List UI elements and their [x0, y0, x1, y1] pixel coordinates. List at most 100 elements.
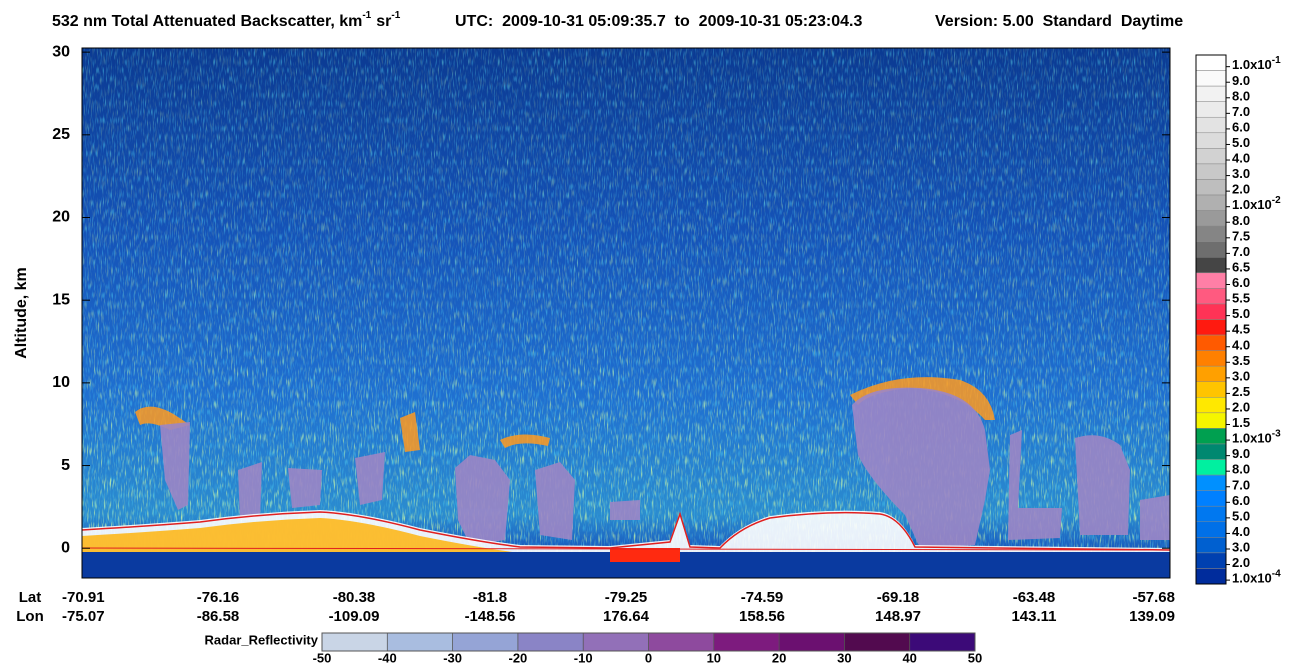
colorbar-label: 7.0 — [1232, 244, 1250, 259]
colorbar-label-text: 8.0 — [1232, 89, 1250, 104]
colorbar-label: 8.0 — [1232, 462, 1250, 477]
title-exponent: -1 — [391, 10, 400, 21]
colorbar-box — [1195, 241, 1227, 258]
colorbar-box — [1195, 179, 1227, 196]
x-tick-label: 148.97 — [875, 608, 921, 625]
title-text: 532 nm Total Attenuated Backscatter, km — [52, 13, 362, 30]
colorbar-label-text: 6.0 — [1232, 120, 1250, 135]
colorbar-label: 9.0 — [1232, 447, 1250, 462]
radar-colorbar-box — [648, 633, 714, 651]
x-tick-label: 143.11 — [1011, 608, 1056, 625]
colorbar-label: 5.5 — [1232, 291, 1250, 306]
colorbar-label-text: 4.0 — [1232, 151, 1250, 166]
colorbar-label-text: 1.5 — [1232, 415, 1250, 430]
colorbar-label-text: 5.0 — [1232, 509, 1250, 524]
radar-tick-label: 40 — [902, 650, 916, 665]
x-tick-label: -81.8 — [473, 589, 507, 606]
colorbar-box — [1195, 428, 1227, 445]
colorbar-box — [1195, 194, 1227, 211]
colorbar-box — [1195, 54, 1227, 71]
colorbar-box — [1195, 225, 1227, 242]
colorbar-label-text: 7.0 — [1232, 104, 1250, 119]
colorbar-label: 7.0 — [1232, 478, 1250, 493]
x-row-name: Lat — [19, 589, 42, 606]
colorbar-label: 9.0 — [1232, 73, 1250, 88]
x-tick-label: -69.18 — [877, 589, 920, 606]
colorbar-label-text: 3.5 — [1232, 353, 1250, 368]
x-tick-label: 158.56 — [739, 608, 785, 625]
colorbar-label-text: 8.0 — [1232, 213, 1250, 228]
y-tick-label: 0 — [61, 539, 70, 556]
colorbar-label: 1.5 — [1232, 415, 1250, 430]
colorbar-label-text: 1.0x10 — [1232, 571, 1272, 586]
colorbar-box — [1195, 132, 1227, 149]
colorbar-box — [1195, 70, 1227, 87]
colorbar-label: 1.0x10-2 — [1232, 195, 1281, 213]
x-row-name: Lon — [16, 608, 44, 625]
colorbar-label: 4.0 — [1232, 524, 1250, 539]
surface-line — [82, 511, 1170, 551]
colorbar-label: 3.0 — [1232, 540, 1250, 555]
colorbar-label-exponent: -2 — [1272, 195, 1281, 206]
colorbar-box — [1195, 210, 1227, 227]
colorbar-label-text: 3.0 — [1232, 167, 1250, 182]
radar-tick-label: -30 — [443, 650, 462, 665]
colorbar-label: 2.5 — [1232, 384, 1250, 399]
colorbar-label-text: 5.0 — [1232, 135, 1250, 150]
colorbar-box — [1195, 505, 1227, 523]
surface-band — [610, 548, 680, 562]
radar-colorbar-box — [779, 633, 845, 651]
title-exponent: -1 — [362, 10, 371, 21]
colorbar-label-text: 6.5 — [1232, 260, 1250, 275]
colorbar-label: 1.0x10-4 — [1232, 568, 1281, 586]
colorbar-label-text: 7.0 — [1232, 244, 1250, 259]
radar-title: Radar_Reflectivity — [205, 632, 319, 647]
x-tick-label: -70.91 — [62, 589, 105, 606]
colorbar-box — [1195, 474, 1227, 491]
x-tick-label: -148.56 — [465, 608, 516, 625]
colorbar-label: 3.5 — [1232, 353, 1250, 368]
colorbar-label-text: 4.0 — [1232, 338, 1250, 353]
colorbar-box — [1195, 412, 1227, 429]
colorbar-box — [1195, 116, 1227, 134]
colorbar-box — [1195, 397, 1227, 414]
colorbar-label-exponent: -3 — [1272, 428, 1281, 439]
colorbar-box — [1195, 288, 1227, 305]
colorbar-label-text: 5.0 — [1232, 307, 1250, 322]
colorbar-label-text: 9.0 — [1232, 447, 1250, 462]
version: Version: 5.00 Standard Daytime — [935, 13, 1183, 30]
x-tick-label: 139.09 — [1129, 608, 1175, 625]
colorbar-label: 5.0 — [1232, 307, 1250, 322]
surface-line — [82, 547, 1170, 551]
colorbar-label-text: 7.0 — [1232, 478, 1250, 493]
radar-tick-label: 30 — [837, 650, 851, 665]
colorbar-label: 6.5 — [1232, 260, 1250, 275]
colorbar-box — [1195, 272, 1227, 289]
colorbar-label: 6.0 — [1232, 493, 1250, 508]
radar-tick-label: -20 — [509, 650, 528, 665]
y-tick-label: 15 — [52, 291, 70, 308]
radar-colorbar-box — [583, 633, 649, 651]
radar-colorbar-box — [909, 633, 975, 651]
y-axis-title: Altitude, km — [13, 267, 30, 359]
colorbar-label-text: 1.0x10 — [1232, 431, 1272, 446]
colorbar-box — [1195, 334, 1227, 351]
x-tick-label: -76.16 — [197, 589, 240, 606]
radar-colorbar-box — [387, 633, 453, 651]
x-tick-label: -74.59 — [741, 589, 784, 606]
radar-colorbar-box — [517, 633, 584, 651]
colorbar-label-text: 4.5 — [1232, 322, 1250, 337]
colorbar-frame — [1195, 54, 1227, 585]
radar-colorbar-frame — [321, 632, 976, 652]
colorbar-label-text: 3.0 — [1232, 540, 1250, 555]
colorbar-label: 8.0 — [1232, 89, 1250, 104]
radar-colorbar-box — [452, 633, 518, 651]
colorbar-label-text: 1.0x10 — [1232, 58, 1272, 73]
colorbar-label: 2.0 — [1232, 400, 1250, 415]
colorbar-label: 1.0x10-1 — [1232, 55, 1281, 73]
colorbar-label: 2.0 — [1232, 182, 1250, 197]
colorbar-box — [1195, 459, 1227, 476]
radar-tick-label: 0 — [645, 650, 652, 665]
colorbar-box — [1195, 521, 1227, 538]
